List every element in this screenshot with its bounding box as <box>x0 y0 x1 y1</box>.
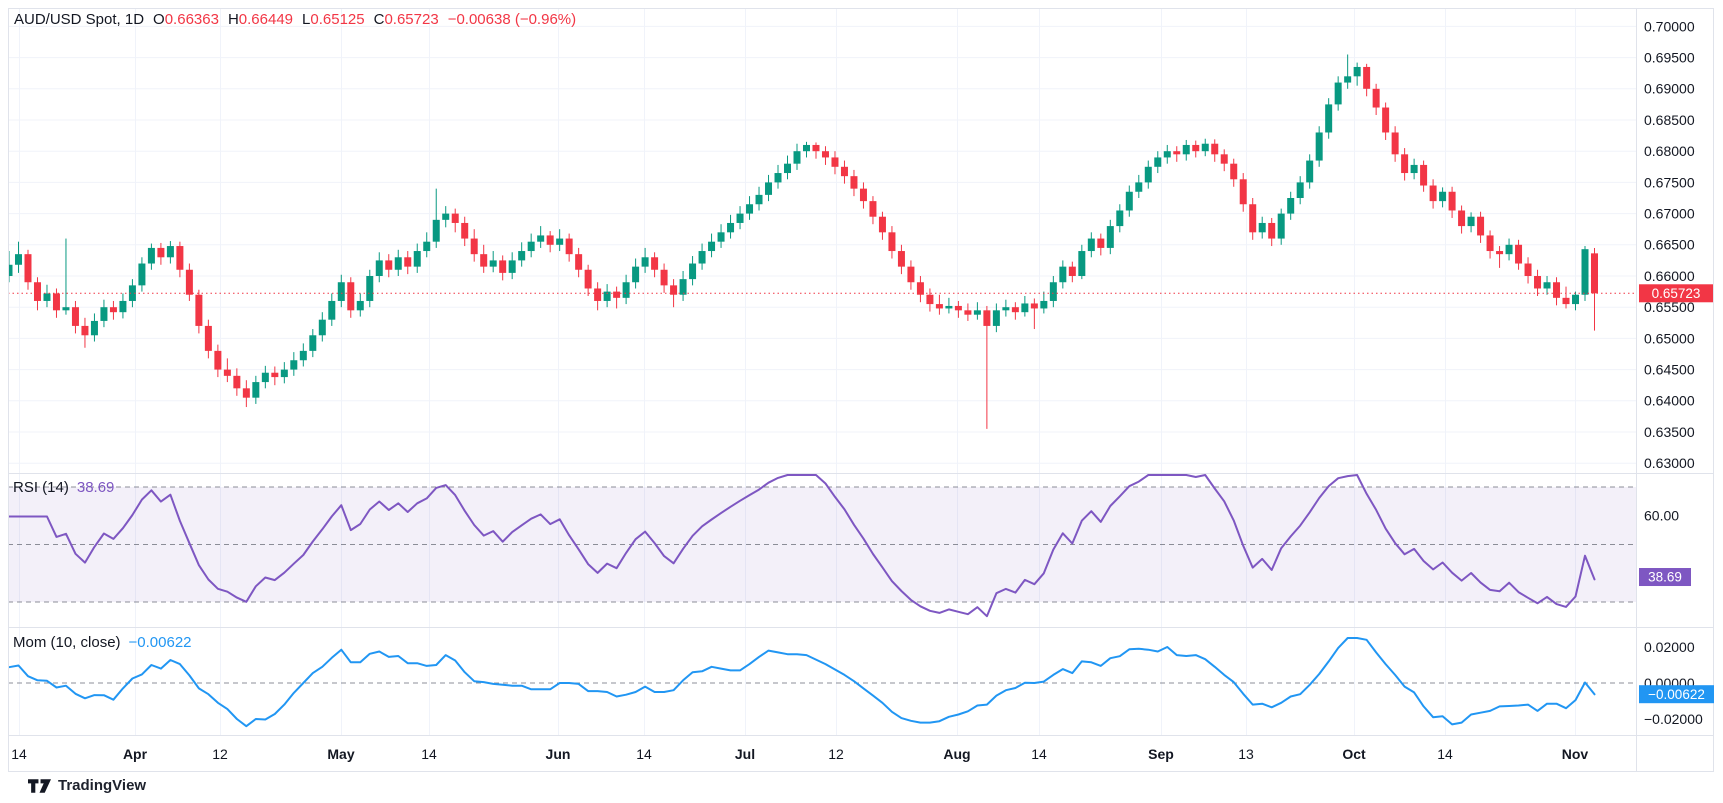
svg-text:Jun: Jun <box>546 746 571 762</box>
svg-text:12: 12 <box>212 746 228 762</box>
svg-text:0.68000: 0.68000 <box>1644 143 1695 159</box>
svg-text:0.66500: 0.66500 <box>1644 237 1695 253</box>
momentum-value-badge: −0.00622 <box>1639 685 1714 704</box>
svg-text:38.69: 38.69 <box>1648 570 1682 585</box>
rsi-value-badge: 38.69 <box>1639 568 1691 587</box>
vertical-gridlines <box>19 8 1576 735</box>
tradingview-attribution-link[interactable]: TradingView <box>28 777 146 794</box>
svg-text:Oct: Oct <box>1342 746 1366 762</box>
svg-text:0.64500: 0.64500 <box>1644 362 1695 378</box>
last-price-badge: 0.65723 <box>1639 284 1713 303</box>
svg-text:0.02000: 0.02000 <box>1644 639 1695 655</box>
svg-text:0.63000: 0.63000 <box>1644 455 1695 471</box>
svg-text:14: 14 <box>11 746 27 762</box>
momentum-line <box>8 637 1596 728</box>
svg-text:0.63500: 0.63500 <box>1644 424 1695 440</box>
chart-border <box>8 8 1714 772</box>
price-gridlines <box>8 25 1636 464</box>
candles-layer <box>8 54 1598 429</box>
svg-text:Sep: Sep <box>1148 746 1174 762</box>
svg-text:14: 14 <box>421 746 437 762</box>
svg-text:0.69000: 0.69000 <box>1644 81 1695 97</box>
svg-text:−0.00622: −0.00622 <box>1648 687 1705 702</box>
svg-text:0.65723: 0.65723 <box>1652 286 1701 301</box>
svg-text:0.67500: 0.67500 <box>1644 174 1695 190</box>
svg-text:Aug: Aug <box>943 746 970 762</box>
svg-text:0.69500: 0.69500 <box>1644 50 1695 66</box>
svg-text:0.66000: 0.66000 <box>1644 268 1695 284</box>
svg-text:Jul: Jul <box>735 746 755 762</box>
svg-text:14: 14 <box>1437 746 1453 762</box>
svg-text:0.68500: 0.68500 <box>1644 112 1695 128</box>
rsi-line <box>8 474 1596 618</box>
time-axis[interactable]: 14 Apr 12 May 14 Jun 14 Jul 12 Aug 14 Sep 13 Oct 14 Nov <box>11 746 1588 762</box>
price-axis[interactable]: 0.70000 0.69500 0.69000 0.68500 0.68000 0.675… <box>1644 18 1703 727</box>
svg-text:0.70000: 0.70000 <box>1644 18 1695 34</box>
svg-text:14: 14 <box>636 746 652 762</box>
svg-text:Nov: Nov <box>1562 746 1589 762</box>
svg-text:Apr: Apr <box>123 746 148 762</box>
tradingview-attribution-text: TradingView <box>58 777 147 794</box>
svg-text:12: 12 <box>828 746 844 762</box>
svg-text:May: May <box>327 746 354 762</box>
svg-text:13: 13 <box>1238 746 1254 762</box>
svg-text:0.65000: 0.65000 <box>1644 330 1695 346</box>
svg-text:0.64000: 0.64000 <box>1644 393 1695 409</box>
svg-text:0.67000: 0.67000 <box>1644 206 1695 222</box>
svg-text:−0.02000: −0.02000 <box>1644 711 1703 727</box>
svg-text:0.65500: 0.65500 <box>1644 299 1695 315</box>
svg-text:60.00: 60.00 <box>1644 508 1679 524</box>
svg-text:14: 14 <box>1031 746 1047 762</box>
tradingview-logo-icon <box>28 778 51 793</box>
